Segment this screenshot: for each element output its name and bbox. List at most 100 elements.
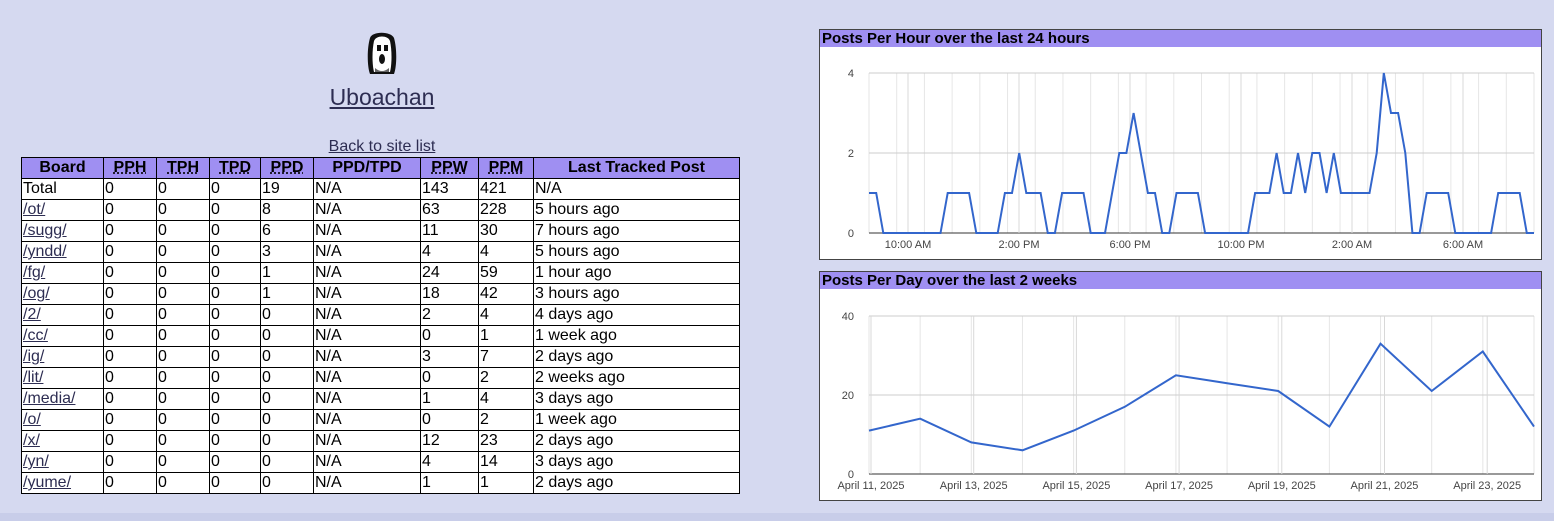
cell-last-tracked-post: 5 hours ago xyxy=(533,199,740,221)
cell-tpd: 0 xyxy=(209,199,261,221)
x-tick-label: 10:00 PM xyxy=(1217,239,1264,251)
cell-ppd-tpd: N/A xyxy=(313,241,421,263)
x-tick-label: April 11, 2025 xyxy=(837,480,904,492)
cell-pph: 0 xyxy=(103,388,157,410)
cell-ppm: 421 xyxy=(478,178,534,200)
cell-ppd-tpd: N/A xyxy=(313,304,421,326)
cell-tph: 0 xyxy=(156,325,210,347)
cell-tpd: 0 xyxy=(209,178,261,200)
cell-ppd: 1 xyxy=(260,262,314,284)
cell-ppd: 0 xyxy=(260,451,314,473)
posts-per-hour-chart-panel: Posts Per Hour over the last 24 hours 0 2… xyxy=(819,29,1542,260)
cell-pph: 0 xyxy=(103,346,157,368)
board-link[interactable]: /cc/ xyxy=(23,327,48,344)
cell-ppd: 0 xyxy=(260,409,314,431)
x-tick-label: 2:00 PM xyxy=(999,239,1040,251)
board-link[interactable]: /yume/ xyxy=(23,474,72,491)
cell-tph: 0 xyxy=(156,304,210,326)
y-tick-label: 0 xyxy=(848,228,854,240)
cell-tph: 0 xyxy=(156,346,210,368)
cell-pph: 0 xyxy=(103,283,157,305)
cell-board: /yn/ xyxy=(21,451,104,473)
board-link[interactable]: /lit/ xyxy=(23,369,44,386)
cell-ppm: 23 xyxy=(478,430,534,452)
cell-last-tracked-post: 2 weeks ago xyxy=(533,367,740,389)
cell-pph: 0 xyxy=(103,472,157,494)
table-row: /ot/0 0 0 8 N/A 63 228 5 hours ago xyxy=(21,199,740,221)
board-link[interactable]: /x/ xyxy=(23,432,40,449)
cell-ppd: 0 xyxy=(260,367,314,389)
table-row: /og/0 0 0 1 N/A 18 42 3 hours ago xyxy=(21,283,740,305)
cell-tph: 0 xyxy=(156,472,210,494)
board-link[interactable]: /fg/ xyxy=(23,264,46,281)
board-link[interactable]: /yn/ xyxy=(23,453,49,470)
cell-ppm: 14 xyxy=(478,451,534,473)
col-header-board: Board xyxy=(21,157,104,179)
cell-ppm: 1 xyxy=(478,472,534,494)
x-tick-label: April 23, 2025 xyxy=(1453,480,1521,492)
cell-tph: 0 xyxy=(156,283,210,305)
back-to-site-list-link[interactable]: Back to site list xyxy=(328,138,436,155)
cell-board: Total xyxy=(21,178,104,200)
cell-tph: 0 xyxy=(156,388,210,410)
cell-board: /ig/ xyxy=(21,346,104,368)
cell-pph: 0 xyxy=(103,220,157,242)
table-row: /media/0 0 0 0 N/A 1 4 3 days ago xyxy=(21,388,740,410)
x-tick-label: April 19, 2025 xyxy=(1248,480,1316,492)
cell-last-tracked-post: 3 hours ago xyxy=(533,283,740,305)
y-tick-label: 4 xyxy=(848,68,854,80)
cell-ppw: 4 xyxy=(420,451,479,473)
cell-ppd: 0 xyxy=(260,472,314,494)
cell-ppw: 143 xyxy=(420,178,479,200)
site-title-link[interactable]: Uboachan xyxy=(329,84,435,110)
cell-ppd-tpd: N/A xyxy=(313,199,421,221)
table-row: Total 0 0 0 19 N/A 143 421 N/A xyxy=(21,178,740,200)
cell-ppd-tpd: N/A xyxy=(313,346,421,368)
cell-ppd: 3 xyxy=(260,241,314,263)
board-link[interactable]: /2/ xyxy=(23,306,41,323)
board-link[interactable]: /o/ xyxy=(23,411,41,428)
cell-ppw: 24 xyxy=(420,262,479,284)
col-header-pph: PPH xyxy=(103,157,157,179)
cell-ppd: 0 xyxy=(260,430,314,452)
cell-pph: 0 xyxy=(103,178,157,200)
cell-last-tracked-post: 1 hour ago xyxy=(533,262,740,284)
cell-tpd: 0 xyxy=(209,451,261,473)
cell-board: /lit/ xyxy=(21,367,104,389)
cell-last-tracked-post: 4 days ago xyxy=(533,304,740,326)
board-link[interactable]: /ig/ xyxy=(23,348,45,365)
cell-board: /media/ xyxy=(21,388,104,410)
cell-tph: 0 xyxy=(156,178,210,200)
cell-board: /ot/ xyxy=(21,199,104,221)
board-link[interactable]: /sugg/ xyxy=(23,222,67,239)
cell-tpd: 0 xyxy=(209,472,261,494)
cell-last-tracked-post: 2 days ago xyxy=(533,346,740,368)
cell-ppw: 11 xyxy=(420,220,479,242)
bottom-strip xyxy=(0,513,1554,521)
cell-pph: 0 xyxy=(103,325,157,347)
table-row: /yndd/0 0 0 3 N/A 4 4 5 hours ago xyxy=(21,241,740,263)
cell-last-tracked-post: 7 hours ago xyxy=(533,220,740,242)
cell-tpd: 0 xyxy=(209,325,261,347)
board-link[interactable]: /ot/ xyxy=(23,201,46,218)
cell-board: /yndd/ xyxy=(21,241,104,263)
cell-pph: 0 xyxy=(103,241,157,263)
cell-pph: 0 xyxy=(103,367,157,389)
col-header-tpd: TPD xyxy=(209,157,261,179)
cell-ppw: 12 xyxy=(420,430,479,452)
cell-ppm: 228 xyxy=(478,199,534,221)
cell-ppm: 7 xyxy=(478,346,534,368)
board-link[interactable]: /media/ xyxy=(23,390,76,407)
cell-ppw: 0 xyxy=(420,409,479,431)
cell-tph: 0 xyxy=(156,451,210,473)
cell-ppw: 63 xyxy=(420,199,479,221)
board-link[interactable]: /og/ xyxy=(23,285,50,302)
cell-tpd: 0 xyxy=(209,220,261,242)
cell-board: /og/ xyxy=(21,283,104,305)
cell-ppm: 4 xyxy=(478,241,534,263)
cell-pph: 0 xyxy=(103,262,157,284)
board-link[interactable]: /yndd/ xyxy=(23,243,67,260)
x-tick-label: 10:00 AM xyxy=(885,239,931,251)
cell-ppd: 6 xyxy=(260,220,314,242)
y-tick-label: 20 xyxy=(842,390,854,402)
